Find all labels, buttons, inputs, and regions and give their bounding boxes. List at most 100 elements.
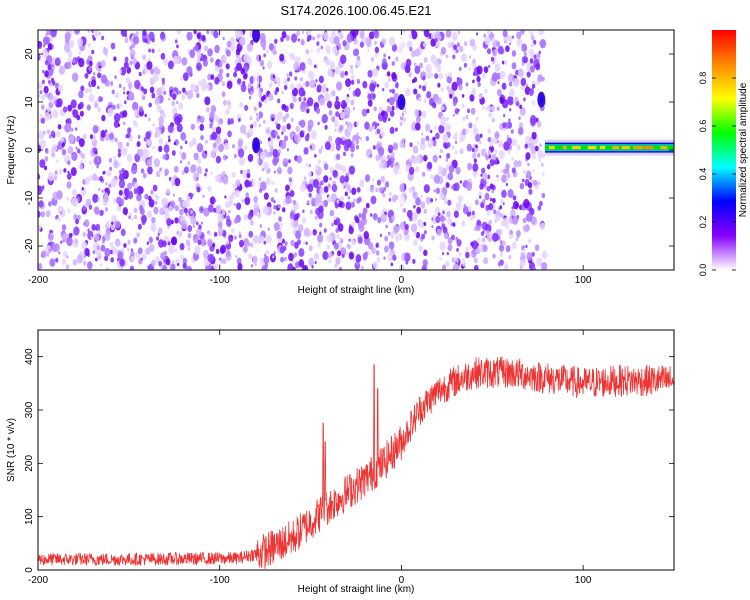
spectrogram-cell (388, 191, 392, 197)
spectrogram-cell (103, 194, 109, 203)
spectrogram-cell (522, 178, 525, 183)
spectrogram-cell (266, 49, 269, 55)
spectrogram-cell (534, 244, 540, 252)
spectrogram-cell (267, 227, 270, 232)
spectrogram-cell (279, 53, 285, 62)
x-tick-label: 100 (575, 575, 592, 586)
spectrogram-cell (431, 235, 435, 241)
spectrogram-cell (434, 99, 438, 104)
spectrogram-cell (38, 185, 42, 190)
y-tick-label: 0 (24, 147, 35, 153)
spectrogram-cell (66, 61, 72, 69)
spectrogram-cell (134, 153, 141, 163)
spectrogram-cell (265, 151, 270, 158)
spectrogram-cell (307, 70, 315, 80)
spectrogram-cell (204, 150, 208, 155)
spectrogram-cell (210, 170, 213, 175)
spectrogram-cell (97, 106, 102, 113)
spectrogram-cell (185, 213, 188, 217)
spectrogram-cell (101, 114, 106, 122)
spectrogram-cell (465, 114, 469, 120)
spectrogram-cell (529, 58, 534, 64)
spectrogram-cell (330, 193, 337, 203)
spectrogram-cell (143, 88, 148, 95)
spectrogram-cell (427, 138, 434, 148)
spectrogram-cell (268, 82, 273, 88)
spectrogram-cell (327, 195, 333, 203)
spectrogram-cell (200, 221, 203, 225)
spectrogram-cell (406, 209, 413, 219)
spectrogram-cell (209, 123, 213, 129)
spectrogram-cell (120, 30, 127, 37)
spectrogram-cell (271, 180, 274, 186)
spectrogram-cell (376, 179, 382, 186)
spectrogram-cell (200, 135, 204, 141)
spectrogram-cell (369, 213, 373, 217)
spectrogram-cell (67, 146, 74, 155)
spectrogram-cell (317, 242, 321, 248)
spectrogram-cell (445, 54, 449, 59)
spectrogram-cell (452, 100, 457, 107)
spectrogram-cell (440, 105, 445, 111)
spectrogram-cell (134, 214, 138, 220)
spectrogram-cell (509, 234, 513, 240)
spectrogram-cell (445, 30, 452, 38)
spectrogram-cell (159, 31, 166, 40)
spectrogram-cell (225, 249, 231, 257)
spectrogram-cell (259, 235, 265, 243)
spectrogram-cell (109, 249, 113, 255)
spectrogram-cell (328, 110, 333, 116)
spectrogram-cell (153, 158, 160, 168)
spectrogram-cell (163, 58, 169, 66)
spectrogram-cell (432, 102, 437, 109)
spectrogram-cell (174, 205, 179, 212)
spectrogram-cell (100, 60, 106, 68)
spectrogram-cell (196, 118, 200, 124)
spectrogram-cell (152, 184, 158, 192)
spectrogram-cell (213, 262, 219, 270)
spectrogram-cell (105, 182, 108, 186)
spectrogram-cell (514, 97, 519, 103)
spectrogram-cell (40, 211, 45, 218)
spectrogram-cell (222, 154, 227, 161)
spectrogram-cell (334, 100, 339, 106)
spectrogram-cell (101, 35, 105, 41)
spectrogram-cell (61, 142, 65, 148)
spectrogram-cell (162, 240, 167, 248)
spectrogram-cell (41, 79, 45, 85)
spectrogram-cell (526, 71, 531, 78)
spectrogram-cell (347, 126, 352, 133)
spectrogram-cell (448, 72, 453, 78)
spectrogram-cell (64, 32, 71, 42)
signal-band-peak (599, 146, 606, 150)
spectrogram-cell (502, 217, 510, 227)
spectrogram-cell (181, 170, 185, 175)
spectrogram-cell (537, 149, 544, 159)
spectrogram-cell (292, 199, 297, 206)
spectrogram-cell (541, 192, 546, 199)
spectrogram-cell (343, 151, 346, 157)
spectrogram-cell (484, 192, 490, 201)
spectrogram-cell (420, 201, 426, 209)
spectrogram-cell (462, 261, 466, 267)
spectrogram-cell (273, 170, 276, 174)
spectrogram-cell (292, 266, 296, 270)
spectrogram-cell (481, 237, 486, 243)
spectrogram-cell (204, 172, 207, 177)
spectrogram-cell (440, 149, 443, 154)
spectrogram-cell (186, 265, 193, 270)
spectrogram-cell (423, 112, 427, 117)
spectrogram-cell (162, 155, 165, 160)
spectrogram-cell (87, 42, 91, 48)
spectrogram-cell (376, 256, 381, 263)
spectrogram-cell (392, 224, 400, 235)
spectrogram-cell (412, 211, 419, 220)
spectrogram-cell (196, 227, 202, 237)
spectrogram-cell (117, 152, 122, 158)
spectrogram-cell (198, 224, 202, 230)
spectrogram-cell (285, 112, 290, 119)
spectrogram-cell (204, 168, 208, 173)
spectrogram-cell (316, 84, 323, 93)
spectrogram-cell (244, 196, 251, 206)
spectrogram-cell (497, 178, 500, 182)
